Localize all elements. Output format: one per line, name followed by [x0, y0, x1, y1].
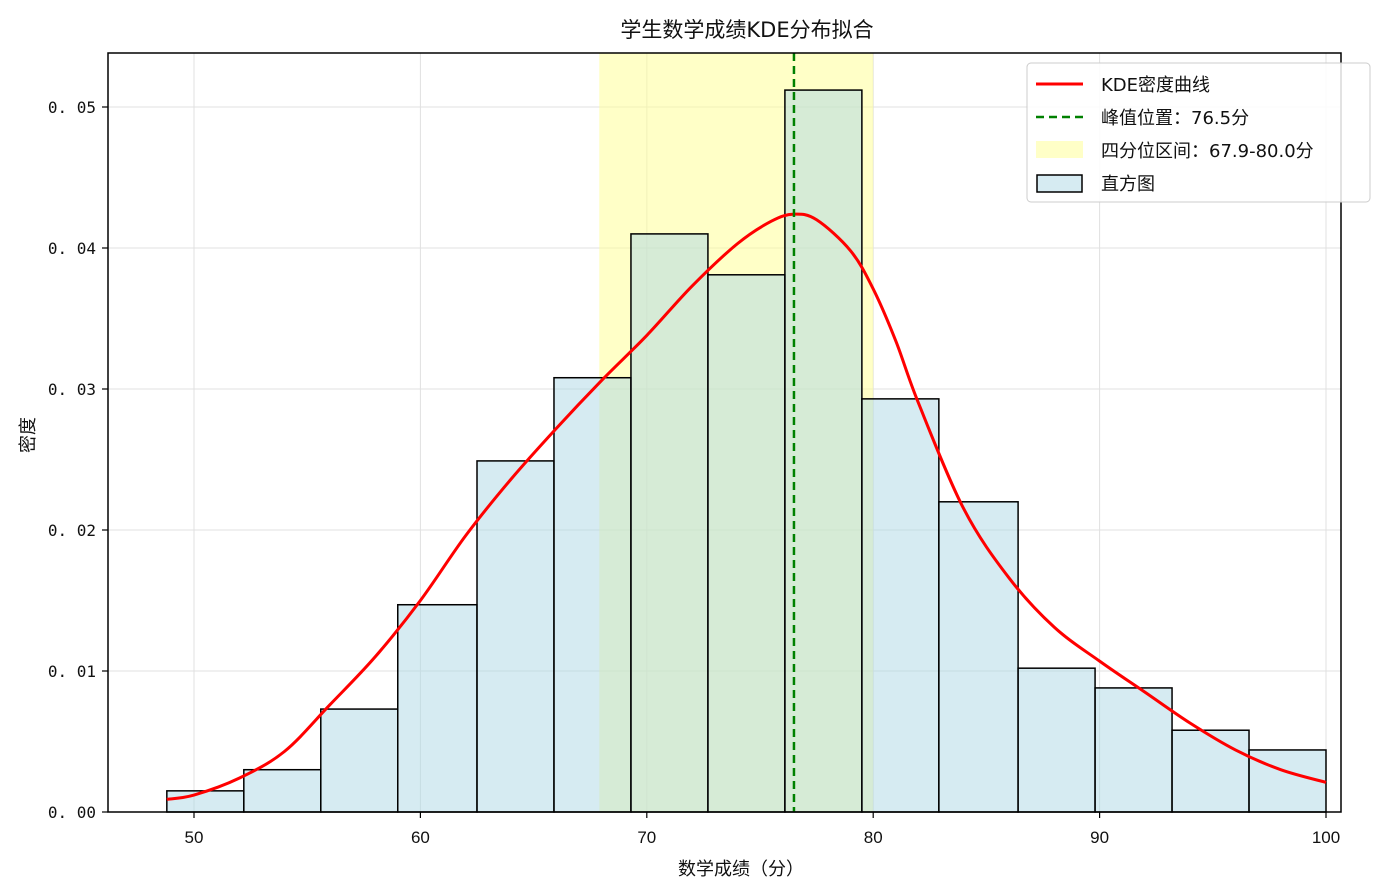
legend: KDE密度曲线 峰值位置：76.5分 四分位区间：67.9-80.0分 直方图 — [1026, 62, 1371, 203]
histogram-bar — [784, 89, 863, 813]
legend-item-hist: 直方图 — [1036, 174, 1155, 195]
x-axis-ticks: 50 60 70 80 90 100 — [185, 812, 1340, 847]
yellow-patch-icon — [1036, 141, 1083, 158]
histogram-bar — [476, 460, 555, 813]
histogram-bar — [166, 790, 245, 813]
histogram-bar — [320, 708, 399, 813]
x-tick-label: 70 — [637, 828, 656, 847]
histogram-bar — [707, 274, 786, 813]
histogram-bar — [1171, 729, 1250, 813]
histogram-bar — [243, 768, 322, 813]
legend-label: 四分位区间：67.9-80.0分 — [1101, 141, 1314, 162]
histogram-bar — [861, 398, 940, 813]
axes-border — [107, 52, 1342, 813]
legend-box — [1026, 62, 1371, 203]
kde-curve — [166, 212, 1327, 801]
x-axis-label: 数学成绩（分） — [678, 859, 804, 880]
y-tick-label: 0. 00 — [48, 803, 96, 822]
y-tick-label: 0. 02 — [48, 521, 96, 540]
y-axis-ticks: 0. 00 0. 01 0. 02 0. 03 0. 04 0. 05 — [48, 98, 108, 822]
histogram-bar — [397, 603, 478, 813]
legend-label: KDE密度曲线 — [1101, 75, 1210, 96]
lightblue-patch-icon — [1036, 174, 1083, 193]
x-tick-label: 60 — [411, 828, 430, 847]
y-tick-label: 0. 01 — [48, 662, 96, 681]
legend-label: 直方图 — [1101, 174, 1155, 195]
y-axis-label: 密度 — [18, 417, 39, 453]
histogram-bar — [938, 501, 1019, 813]
histogram-bar — [553, 376, 632, 813]
y-tick-label: 0. 03 — [48, 380, 96, 399]
legend-label: 峰值位置：76.5分 — [1101, 108, 1249, 129]
legend-item-iqr: 四分位区间：67.9-80.0分 — [1036, 141, 1314, 162]
histogram-bar — [1017, 667, 1096, 813]
chart-title: 学生数学成绩KDE分布拟合 — [620, 18, 873, 42]
x-tick-label: 50 — [185, 828, 204, 847]
x-tick-label: 90 — [1090, 828, 1109, 847]
legend-item-peak: 峰值位置：76.5分 — [1036, 108, 1249, 129]
y-tick-label: 0. 05 — [48, 98, 96, 117]
kde-curve-path — [166, 212, 1327, 801]
histogram-bars — [166, 89, 1327, 813]
histogram-bar — [1248, 749, 1327, 813]
histogram-bar — [1094, 687, 1173, 813]
axes-frame — [107, 52, 1342, 813]
histogram-bar — [630, 233, 709, 813]
x-tick-label: 80 — [864, 828, 883, 847]
x-tick-label: 100 — [1312, 828, 1340, 847]
legend-item-kde: KDE密度曲线 — [1036, 75, 1210, 96]
y-tick-label: 0. 04 — [48, 239, 96, 258]
